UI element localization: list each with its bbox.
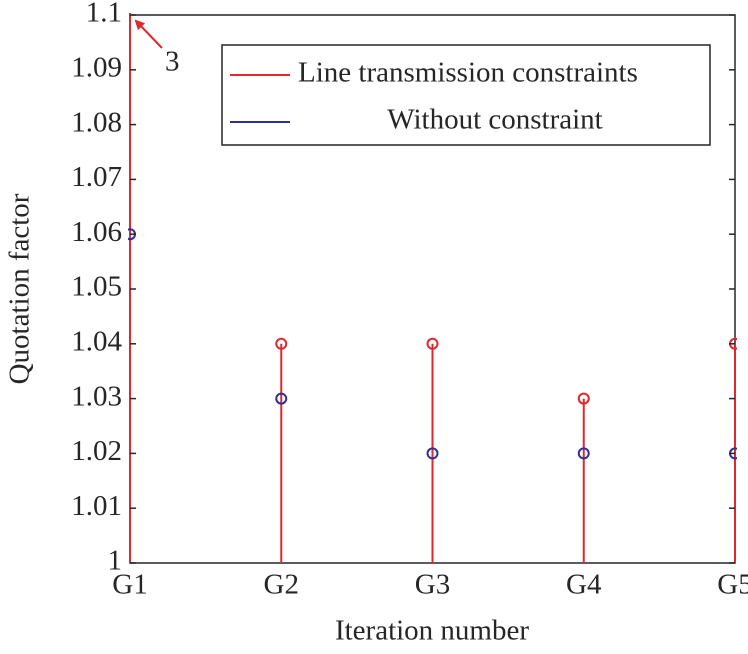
y-tick-label: 1.02 xyxy=(71,435,122,467)
annotation-arrow xyxy=(134,19,163,49)
marker xyxy=(426,447,439,460)
y-tick-label: 1.04 xyxy=(71,325,122,357)
x-tick-label: G2 xyxy=(264,569,299,601)
y-tick-label: 1.09 xyxy=(71,51,122,83)
marker xyxy=(577,392,590,405)
x-tick-label: G5 xyxy=(717,569,748,601)
y-tick-label: 1.07 xyxy=(71,161,122,193)
marker xyxy=(426,337,439,350)
legend-label: Line transmission constraints xyxy=(298,57,638,89)
y-axis-label: Quotation factor xyxy=(4,193,36,384)
plot-area xyxy=(128,13,737,563)
x-tick-label: G4 xyxy=(566,569,602,601)
y-tick-label: 1.1 xyxy=(86,0,122,29)
marker xyxy=(275,392,288,405)
marker xyxy=(577,447,590,460)
y-tick-label: 1.06 xyxy=(71,216,122,248)
legend-label: Without constraint xyxy=(387,104,603,136)
x-axis-label: Iteration number xyxy=(335,615,529,647)
legend: Line transmission constraints Without con… xyxy=(221,44,711,146)
marker xyxy=(275,337,288,350)
y-tick-label: 1.01 xyxy=(71,490,122,522)
y-tick-label: 1.05 xyxy=(71,271,122,303)
y-tick-label: 1 xyxy=(108,545,123,577)
annotation: 3 xyxy=(165,46,180,78)
legend-box xyxy=(221,44,711,146)
x-tick-label: G1 xyxy=(112,569,147,601)
y-tick-label: 1.08 xyxy=(71,106,122,138)
y-tick-label: 1.03 xyxy=(71,380,122,412)
x-tick-label: G3 xyxy=(415,569,450,601)
